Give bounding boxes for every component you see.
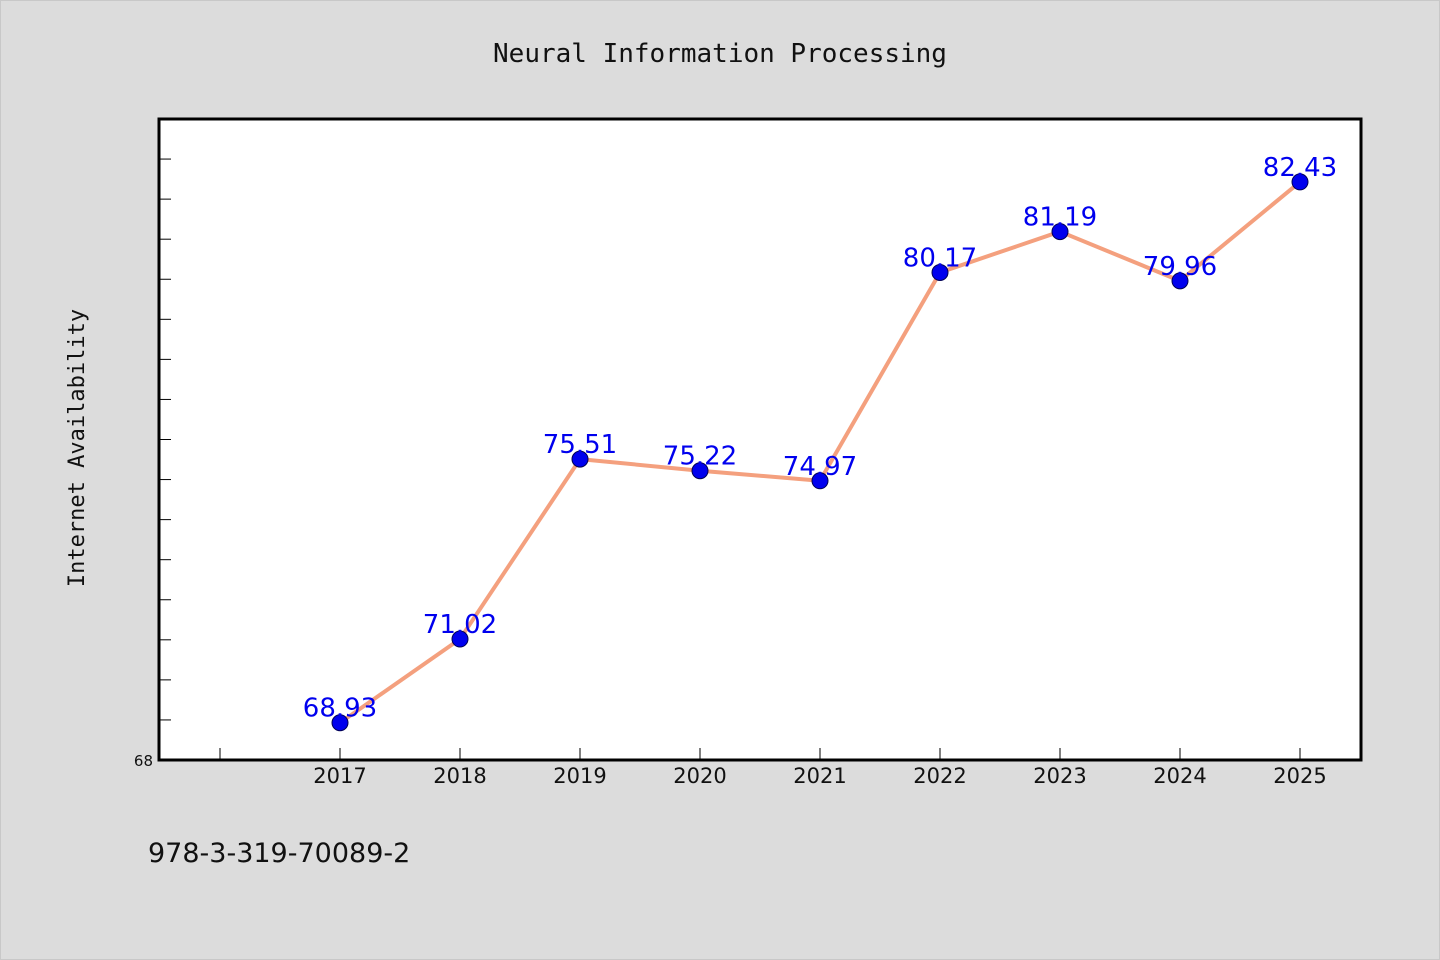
x-tick-label: 2019 — [553, 764, 606, 788]
x-tick-label: 2022 — [913, 764, 966, 788]
x-tick-label: 2020 — [673, 764, 726, 788]
data-point — [691, 462, 709, 480]
y-tick-label: 68 — [134, 752, 153, 770]
data-point — [1171, 272, 1189, 290]
y-axis-label: Internet Availability — [65, 309, 90, 587]
data-label: 68.93 — [303, 694, 377, 724]
data-point — [931, 263, 949, 281]
x-tick-label: 2021 — [793, 764, 846, 788]
x-tick-label: 2025 — [1273, 764, 1326, 788]
data-point — [1291, 173, 1309, 191]
data-labels: 68.93 71.02 75.51 75.22 74.97 80.17 81.19 79.96… — [303, 153, 1337, 724]
data-point — [331, 714, 349, 732]
plot-area — [159, 119, 1361, 760]
data-label: 75.22 — [663, 442, 737, 472]
data-label: 75.51 — [543, 430, 617, 460]
footer-isbn: 978-3-319-70089-2 — [148, 838, 410, 869]
data-label: 81.19 — [1023, 203, 1097, 233]
data-point — [451, 630, 469, 648]
data-label: 80.17 — [903, 243, 977, 273]
x-tick-label: 2023 — [1033, 764, 1086, 788]
x-tick-label: 2017 — [313, 764, 366, 788]
chart-title: Neural Information Processing — [493, 39, 947, 69]
data-point — [811, 472, 829, 490]
y-tick-labels: 68 — [134, 752, 153, 770]
data-point — [1051, 223, 1069, 241]
x-tick-label: 2024 — [1153, 764, 1206, 788]
data-label: 79.96 — [1143, 252, 1217, 282]
data-label: 82.43 — [1263, 153, 1337, 183]
x-tick-labels: 2017 2018 2019 2020 2021 2022 2023 2024 2025 — [313, 764, 1326, 788]
data-label: 71.02 — [423, 610, 497, 640]
data-label: 74.97 — [783, 452, 857, 482]
data-markers — [331, 173, 1309, 732]
data-point — [571, 450, 589, 468]
plot-border — [157, 117, 1363, 762]
x-tick-label: 2018 — [433, 764, 486, 788]
